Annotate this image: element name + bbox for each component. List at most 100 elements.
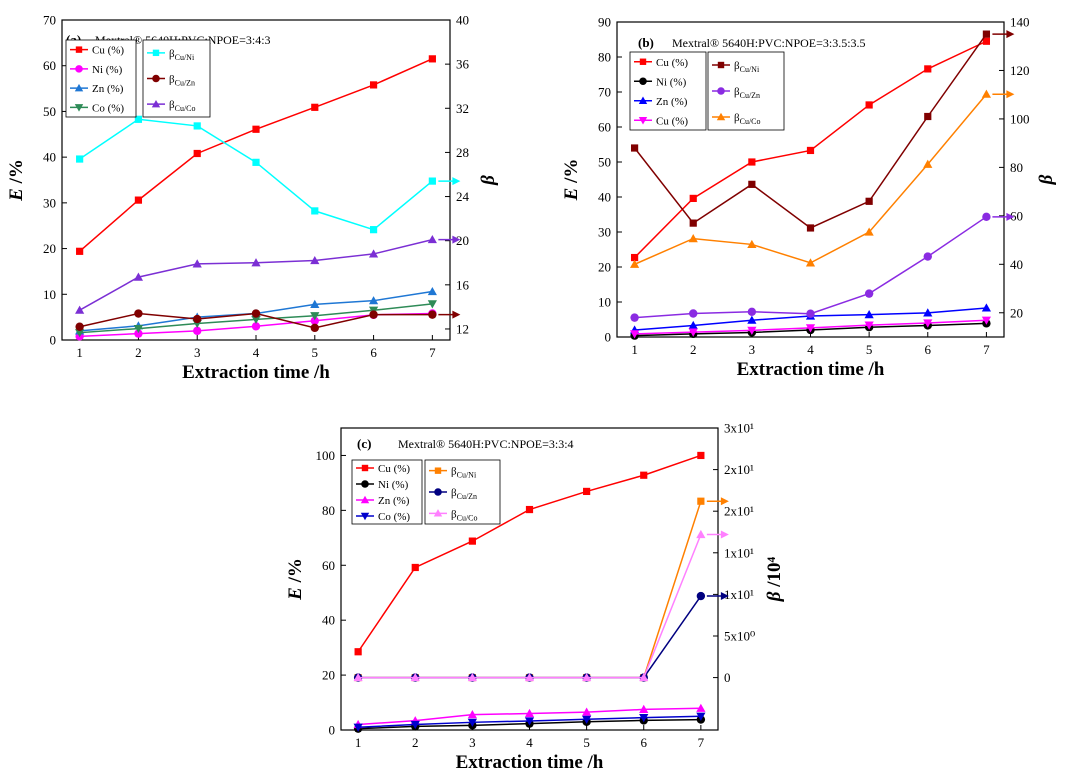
- y-tick-label: 60: [43, 58, 56, 73]
- data-point: [427, 286, 437, 296]
- y2-tick-label: 28: [456, 145, 469, 160]
- data-point: [251, 315, 261, 325]
- data-point: [353, 723, 363, 732]
- legend-label: Co (%): [92, 102, 124, 114]
- data-point: [864, 321, 874, 330]
- legend-swatch-marker: [74, 104, 84, 112]
- legend-label: βCu/Ni: [451, 466, 477, 480]
- y-tick-label: 40: [43, 150, 56, 165]
- x-tick-label: 1: [76, 345, 83, 360]
- data-point: [369, 226, 378, 234]
- legend-label: βCu/Co: [451, 508, 478, 522]
- y2-tick-label: 40: [456, 13, 469, 28]
- y-tick-label: 60: [322, 558, 335, 573]
- data-point: [697, 497, 705, 505]
- axis-arrow-head: [452, 235, 461, 244]
- legend-swatch-marker: [717, 87, 725, 95]
- data-point: [369, 310, 378, 319]
- y-tick-label: 40: [598, 190, 611, 205]
- series-5: [354, 497, 729, 682]
- y-axis-label-main: E: [6, 188, 27, 202]
- data-point: [805, 258, 816, 267]
- legend-label-beta: β: [169, 74, 175, 86]
- x-tick-label: 2: [135, 345, 142, 360]
- x-tick-label: 2: [412, 735, 419, 750]
- chart-panel-1: 1 2 3 4 5 6 70102030405060701216202428323640Ex…: [6, 13, 499, 384]
- y2-tick-label: 40: [1010, 257, 1023, 272]
- data-point: [696, 703, 706, 712]
- data-point: [696, 591, 706, 601]
- data-point: [630, 313, 639, 322]
- data-point: [864, 310, 874, 319]
- legend-entry: Cu (%): [356, 463, 410, 475]
- series-1: [76, 55, 436, 255]
- x-tick-label: 6: [925, 342, 932, 357]
- data-point: [311, 207, 319, 215]
- legend-label-subscript: Cu/Co: [457, 513, 478, 522]
- series-line: [358, 500, 702, 679]
- y2-tick-label: 16: [456, 277, 470, 292]
- y2-axis-label: β: [478, 175, 499, 186]
- series-7: [629, 89, 1015, 268]
- legend-label: Cu (%): [656, 115, 688, 127]
- chart-title: Mextral® 5640H:PVC:NPOE=3:3.5:3.5: [672, 36, 866, 50]
- legend-label: Zn (%): [656, 96, 688, 108]
- x-tick-label: 4: [526, 735, 533, 750]
- y-tick-label: 30: [598, 225, 611, 240]
- legend-swatch-marker: [717, 61, 725, 69]
- data-point: [75, 329, 85, 338]
- data-point: [75, 305, 85, 314]
- legend-label-subscript: Cu/Ni: [457, 471, 477, 480]
- legend-label: Ni (%): [378, 479, 409, 491]
- axis-arrow-head: [1006, 90, 1015, 99]
- legend-label: Ni (%): [92, 64, 123, 76]
- data-point: [639, 714, 649, 723]
- legend-left: Cu (%) Ni (%) Zn (%) Co (%): [351, 459, 423, 525]
- legend-swatch-marker: [151, 99, 161, 108]
- series-5: [630, 30, 1015, 232]
- data-point: [747, 326, 757, 335]
- data-point: [630, 144, 639, 152]
- data-point: [76, 247, 84, 255]
- data-point: [688, 320, 698, 330]
- data-point: [865, 101, 873, 109]
- y-axis-label: E /%: [6, 159, 27, 202]
- y2-tick-label: 60: [1010, 208, 1023, 223]
- legend-swatch-marker: [433, 509, 443, 517]
- y-tick-label: 10: [43, 287, 56, 302]
- data-point: [353, 672, 363, 682]
- data-point: [981, 89, 992, 98]
- y-tick-label: 0: [50, 333, 57, 348]
- data-point: [369, 81, 378, 89]
- x-axis-label: Extraction time /h: [456, 752, 604, 771]
- data-point: [923, 319, 933, 328]
- series-4: [75, 300, 437, 338]
- data-point: [923, 252, 932, 261]
- data-point: [689, 309, 698, 318]
- data-point: [75, 322, 84, 331]
- legend-label: βCu/Zn: [451, 487, 477, 501]
- data-point: [134, 309, 143, 318]
- data-point: [524, 672, 535, 682]
- legend-label: Zn (%): [378, 495, 410, 507]
- legend-left: Cu (%) Ni (%) Zn (%) Co (%): [65, 39, 137, 118]
- legend-label: βCu/Co: [734, 112, 761, 126]
- legend-left: Cu (%) Ni (%) Zn (%) Cu (%): [629, 51, 707, 131]
- data-point: [639, 672, 649, 682]
- legend-entry: βCu/Zn: [147, 74, 195, 88]
- legend-label-subscript: Cu/Ni: [175, 53, 195, 62]
- data-point: [747, 307, 757, 316]
- y2-tick-label: 0: [724, 670, 731, 685]
- data-point: [428, 177, 436, 185]
- y2-tick-label: 80: [1010, 160, 1023, 175]
- data-point: [981, 316, 992, 325]
- y-tick-label: 60: [598, 120, 611, 135]
- chart-panel-2: 1 2 3 4 5 6 7010203040506070809020406080100120…: [561, 15, 1057, 381]
- legend-label: Zn (%): [92, 83, 124, 95]
- legend-swatch-marker: [638, 117, 648, 125]
- data-point: [583, 487, 591, 496]
- x-tick-label: 2: [690, 342, 697, 357]
- data-point: [582, 672, 592, 682]
- data-point: [193, 149, 201, 158]
